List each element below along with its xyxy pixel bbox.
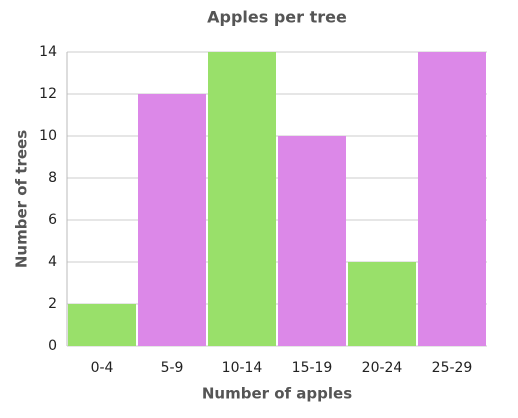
y-tick-label: 12 [39, 86, 57, 102]
y-tick-label: 6 [48, 212, 57, 228]
x-axis-title: Number of apples [202, 385, 352, 403]
y-tick-label: 0 [48, 338, 57, 354]
y-tick-label: 14 [39, 44, 57, 60]
y-axis-title: Number of trees [13, 130, 31, 268]
y-tick-label: 4 [48, 254, 57, 270]
bar [278, 136, 346, 346]
y-tick-label: 2 [48, 296, 57, 312]
bar [208, 52, 276, 346]
x-tick-label: 20-24 [362, 360, 403, 376]
y-tick-label: 8 [48, 170, 57, 186]
x-tick-label: 0-4 [91, 360, 114, 376]
x-tick-label: 25-29 [432, 360, 473, 376]
y-tick-label: 10 [39, 128, 57, 144]
bar [348, 262, 416, 346]
x-tick-label: 5-9 [161, 360, 184, 376]
x-tick-label: 10-14 [222, 360, 263, 376]
bar [138, 94, 206, 346]
bar [418, 52, 486, 346]
x-tick-label: 15-19 [292, 360, 333, 376]
chart-title: Apples per tree [207, 8, 347, 27]
bar [68, 304, 136, 346]
